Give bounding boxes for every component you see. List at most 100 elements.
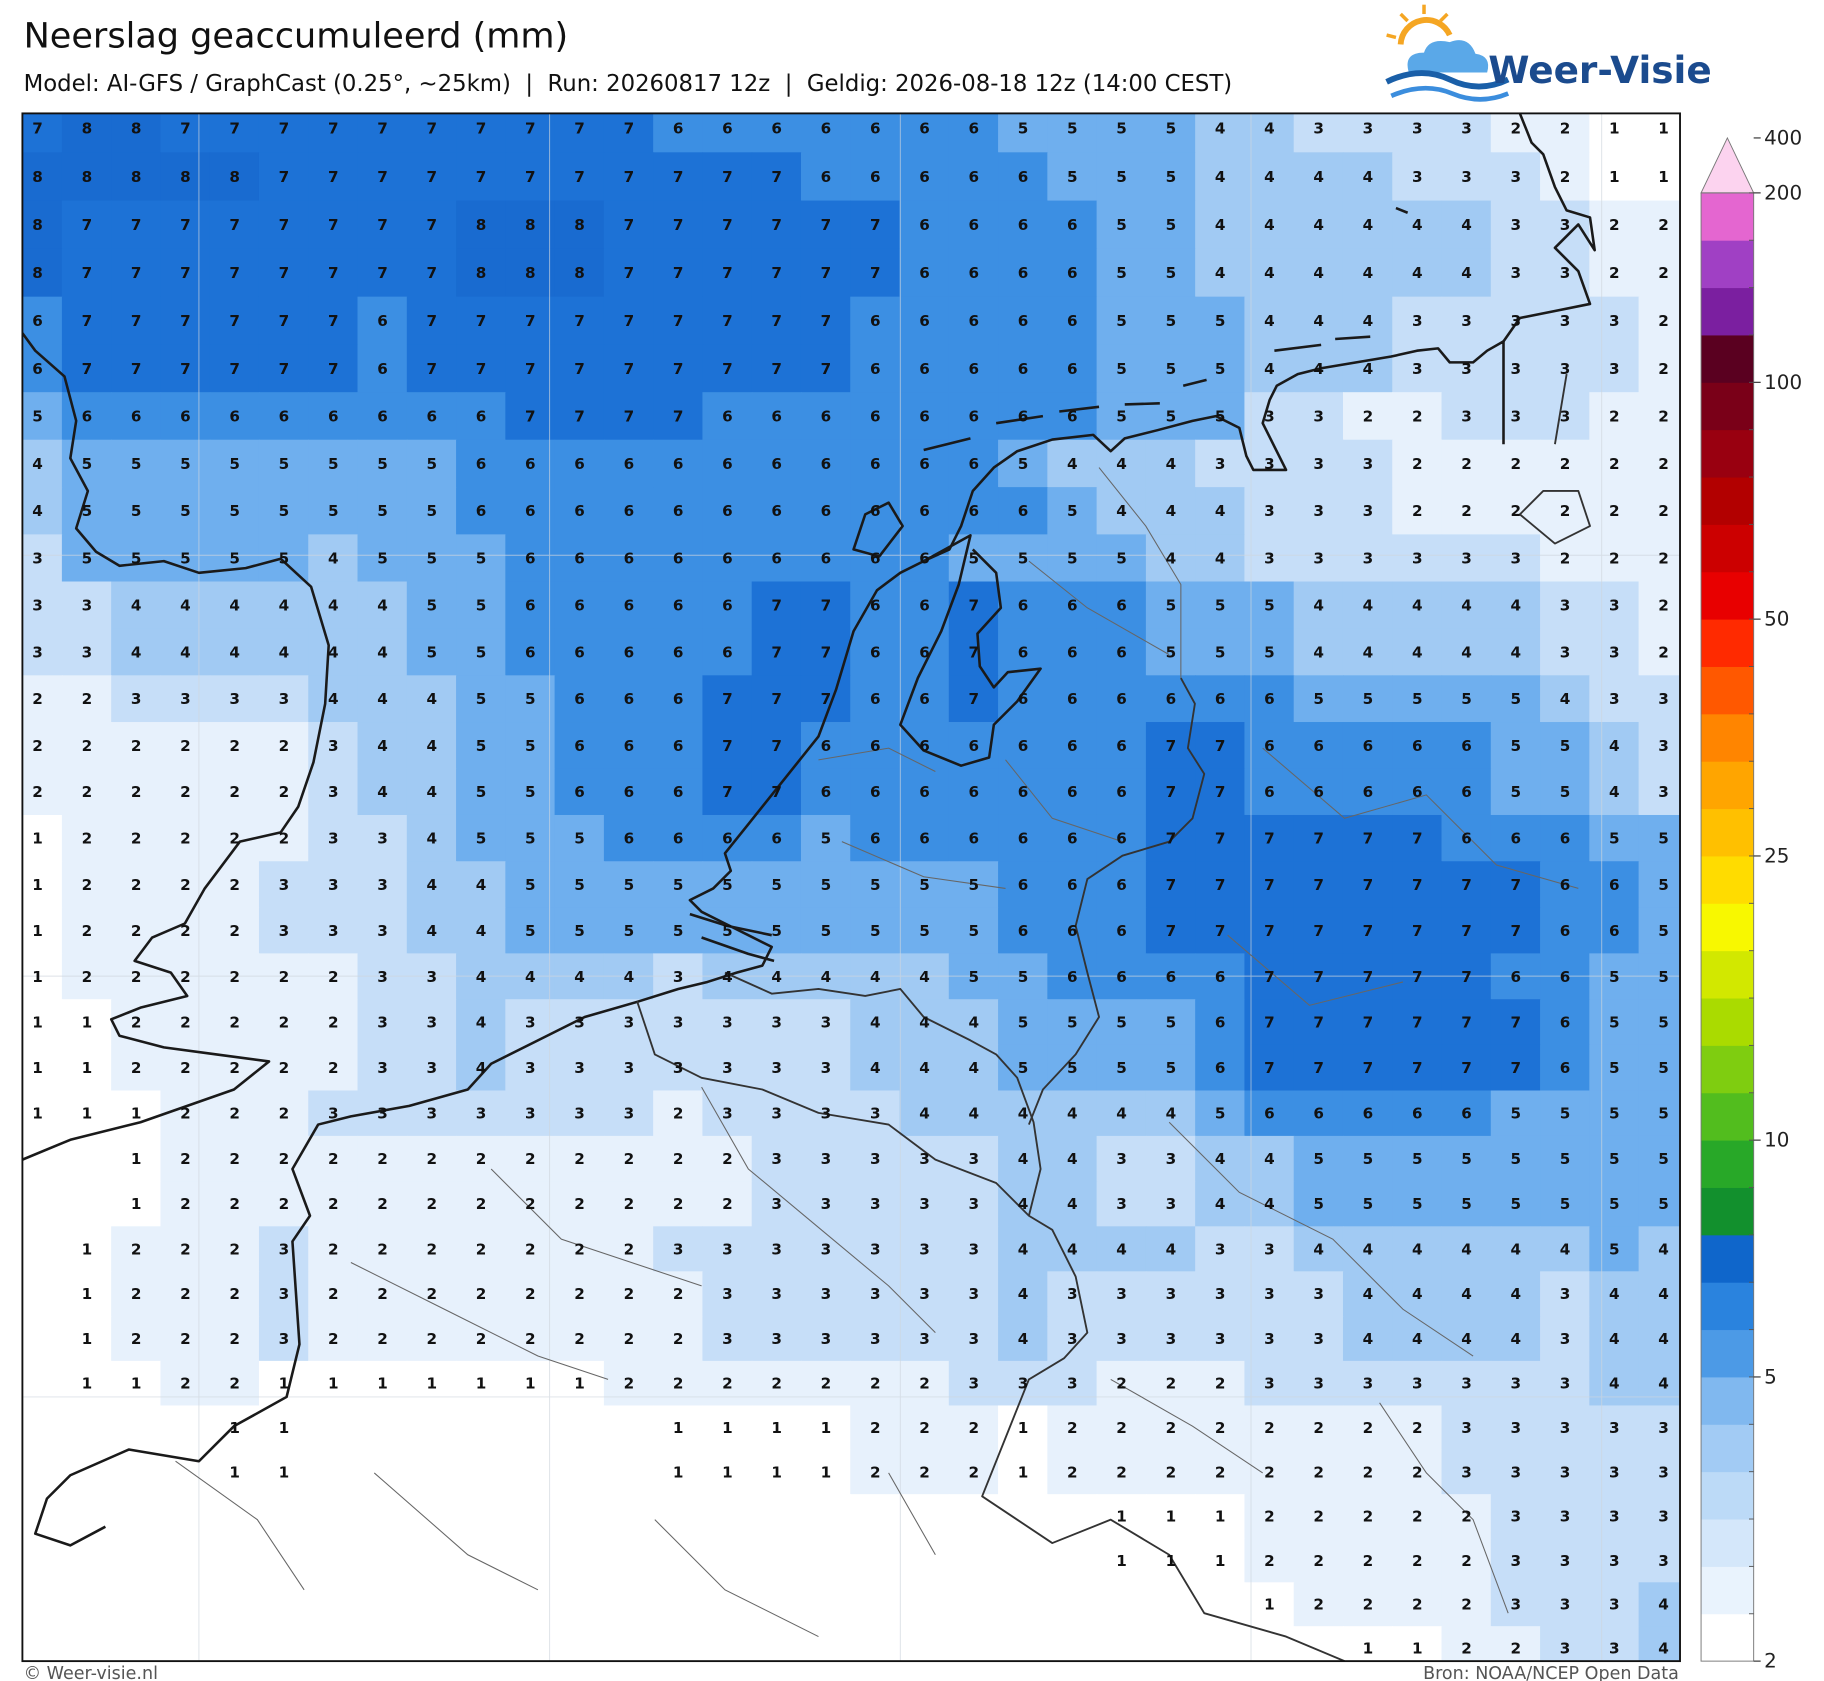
field-cell <box>998 953 1049 1001</box>
field-cell <box>603 953 654 1001</box>
field-cell <box>258 1582 309 1628</box>
field-cell <box>899 1360 950 1407</box>
value-label: 3 <box>1510 168 1521 186</box>
value-label: 2 <box>919 1419 930 1437</box>
value-label: 3 <box>1609 1596 1620 1614</box>
value-label: 6 <box>919 168 930 186</box>
field-cell <box>1195 907 1246 955</box>
colorbar-tick-label: 2 <box>1764 1650 1777 1673</box>
value-label: 2 <box>131 1285 142 1303</box>
field-cell <box>850 113 901 154</box>
field-cell <box>406 534 457 583</box>
field-cell <box>258 152 309 202</box>
value-label: 6 <box>574 596 585 614</box>
field-cell <box>603 581 654 630</box>
value-label: 6 <box>722 407 733 425</box>
field-cell <box>22 1090 63 1137</box>
value-label: 5 <box>180 549 191 567</box>
value-label: 4 <box>1461 264 1472 282</box>
field-cell <box>1293 439 1344 489</box>
field-cell <box>1441 907 1492 955</box>
field-cell <box>258 628 309 677</box>
value-label: 4 <box>1215 120 1226 138</box>
value-label: 4 <box>1510 596 1521 614</box>
value-label: 1 <box>771 1419 782 1437</box>
value-label: 7 <box>377 168 388 186</box>
value-label: 6 <box>821 783 832 801</box>
field-cell <box>1047 392 1098 441</box>
value-label: 4 <box>870 1014 881 1032</box>
value-label: 2 <box>624 1240 635 1258</box>
field-cell <box>800 581 851 630</box>
field-cell <box>1540 534 1591 583</box>
field-cell <box>1392 296 1443 346</box>
value-label: 2 <box>1609 216 1620 234</box>
field-cell <box>1540 1405 1591 1451</box>
value-label: 5 <box>279 549 290 567</box>
value-label: 1 <box>82 1105 93 1123</box>
value-label: 3 <box>1461 1463 1472 1481</box>
value-label: 2 <box>1412 1419 1423 1437</box>
field-cell <box>1441 675 1492 723</box>
value-label: 5 <box>1363 1195 1374 1213</box>
field-cell <box>653 581 704 630</box>
field-cell <box>1244 487 1295 536</box>
value-label: 3 <box>1363 455 1374 473</box>
value-label: 5 <box>1560 1195 1571 1213</box>
field-cell <box>1096 861 1147 909</box>
field-cell <box>1145 392 1196 441</box>
value-label: 8 <box>525 264 536 282</box>
value-label: 6 <box>624 643 635 661</box>
field-cell <box>22 1360 63 1407</box>
colorbar-bin <box>1701 950 1754 999</box>
value-label: 7 <box>328 360 339 378</box>
field-cell <box>1244 861 1295 909</box>
field-cell <box>800 907 851 955</box>
field-cell <box>1638 1044 1681 1092</box>
field-cell <box>1638 1626 1681 1662</box>
value-label: 2 <box>180 1285 191 1303</box>
value-label: 2 <box>279 783 290 801</box>
field-cell <box>800 439 851 489</box>
field-cell <box>751 296 802 346</box>
value-label: 6 <box>525 643 536 661</box>
value-label: 7 <box>1166 922 1177 940</box>
field-cell <box>603 296 654 346</box>
field-cell <box>1342 1044 1393 1092</box>
colorbar-bin <box>1701 1187 1754 1236</box>
field-cell <box>209 152 260 202</box>
value-label: 2 <box>1510 455 1521 473</box>
field-cell <box>603 1316 654 1362</box>
field-cell <box>1441 953 1492 1001</box>
value-label: 5 <box>1018 1014 1029 1032</box>
value-label: 3 <box>1510 407 1521 425</box>
value-label: 7 <box>1510 1059 1521 1077</box>
value-label: 7 <box>821 643 832 661</box>
value-label: 5 <box>1658 1059 1669 1077</box>
value-label: 2 <box>328 1195 339 1213</box>
field-cell <box>1540 439 1591 489</box>
value-label: 2 <box>1560 168 1571 186</box>
value-label: 3 <box>1658 1508 1669 1526</box>
value-label: 5 <box>968 968 979 986</box>
field-cell <box>1342 581 1393 630</box>
colorbar-bin <box>1701 571 1754 620</box>
value-label: 7 <box>1166 783 1177 801</box>
value-label: 7 <box>82 360 93 378</box>
colorbar-bin <box>1701 382 1754 431</box>
field-cell <box>1490 113 1541 154</box>
value-label: 5 <box>32 407 43 425</box>
field-cell <box>22 1449 63 1496</box>
value-label: 5 <box>279 502 290 520</box>
value-label: 7 <box>673 168 684 186</box>
field-cell <box>1490 248 1541 298</box>
field-cell <box>258 675 309 723</box>
field-cell <box>1195 675 1246 723</box>
value-label: 7 <box>821 216 832 234</box>
value-label: 7 <box>1313 1059 1324 1077</box>
value-label: 8 <box>476 216 487 234</box>
value-label: 7 <box>574 312 585 330</box>
field-cell <box>1145 628 1196 677</box>
value-label: 6 <box>1363 1105 1374 1123</box>
field-cell <box>357 999 408 1046</box>
